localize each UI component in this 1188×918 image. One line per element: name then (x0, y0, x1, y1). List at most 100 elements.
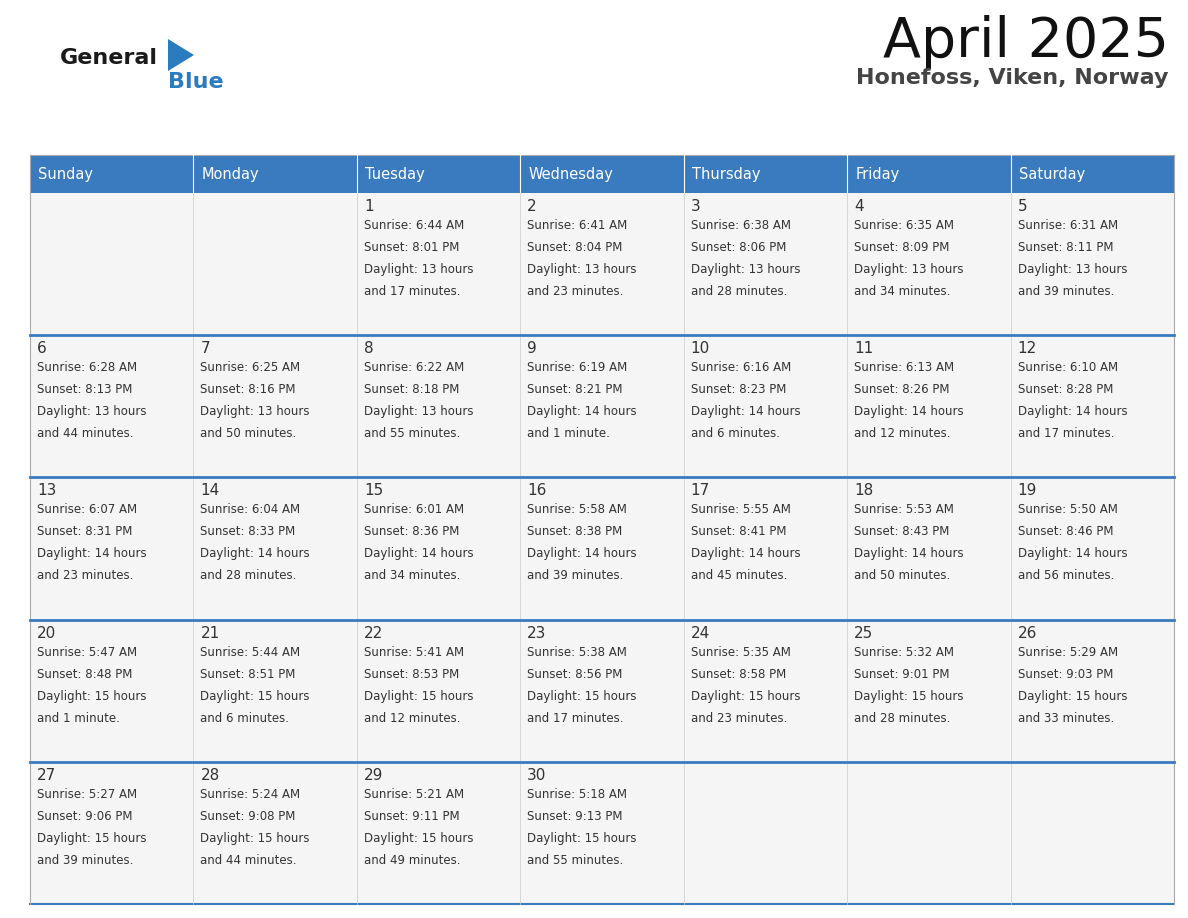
Text: 4: 4 (854, 199, 864, 214)
Bar (1011, 155, 1174, 193)
Bar (356, 762, 520, 904)
Bar (194, 335, 356, 477)
Text: Daylight: 13 hours: Daylight: 13 hours (201, 405, 310, 419)
Text: Sunrise: 6:25 AM: Sunrise: 6:25 AM (201, 361, 301, 375)
Text: and 23 minutes.: and 23 minutes. (690, 711, 788, 724)
Text: Sunrise: 5:55 AM: Sunrise: 5:55 AM (690, 503, 790, 517)
Text: 18: 18 (854, 484, 873, 498)
Text: 23: 23 (527, 625, 546, 641)
Text: and 39 minutes.: and 39 minutes. (527, 569, 624, 582)
Text: Sunrise: 5:35 AM: Sunrise: 5:35 AM (690, 645, 790, 658)
Text: and 50 minutes.: and 50 minutes. (854, 569, 950, 582)
Text: Sunrise: 5:44 AM: Sunrise: 5:44 AM (201, 645, 301, 658)
Bar (520, 335, 684, 477)
Text: Daylight: 14 hours: Daylight: 14 hours (1018, 547, 1127, 560)
Text: Sunrise: 5:21 AM: Sunrise: 5:21 AM (364, 788, 465, 800)
Bar (356, 620, 520, 762)
Text: Sunset: 9:13 PM: Sunset: 9:13 PM (527, 810, 623, 823)
Bar (847, 762, 1011, 904)
Bar (356, 193, 520, 335)
Text: and 6 minutes.: and 6 minutes. (201, 711, 290, 724)
Bar (30, 620, 194, 762)
Text: Daylight: 14 hours: Daylight: 14 hours (527, 405, 637, 419)
Text: 24: 24 (690, 625, 710, 641)
Bar (684, 155, 847, 193)
Text: Daylight: 15 hours: Daylight: 15 hours (527, 689, 637, 702)
Text: Sunset: 8:31 PM: Sunset: 8:31 PM (37, 525, 132, 538)
Text: and 28 minutes.: and 28 minutes. (201, 569, 297, 582)
Text: Daylight: 13 hours: Daylight: 13 hours (527, 263, 637, 276)
Text: Sunrise: 6:44 AM: Sunrise: 6:44 AM (364, 219, 465, 232)
Text: Sunset: 8:36 PM: Sunset: 8:36 PM (364, 525, 460, 538)
Text: 19: 19 (1018, 484, 1037, 498)
Bar (520, 762, 684, 904)
Text: Sunrise: 5:24 AM: Sunrise: 5:24 AM (201, 788, 301, 800)
Text: Sunset: 8:11 PM: Sunset: 8:11 PM (1018, 241, 1113, 254)
Text: and 39 minutes.: and 39 minutes. (37, 854, 133, 867)
Text: 22: 22 (364, 625, 383, 641)
Text: and 23 minutes.: and 23 minutes. (37, 569, 133, 582)
Text: Sunrise: 6:41 AM: Sunrise: 6:41 AM (527, 219, 627, 232)
Text: and 34 minutes.: and 34 minutes. (364, 569, 460, 582)
Text: Daylight: 14 hours: Daylight: 14 hours (854, 547, 963, 560)
Text: and 17 minutes.: and 17 minutes. (1018, 427, 1114, 441)
Text: 3: 3 (690, 199, 701, 214)
Text: Sunset: 9:01 PM: Sunset: 9:01 PM (854, 667, 949, 680)
Text: Daylight: 14 hours: Daylight: 14 hours (364, 547, 474, 560)
Bar (1011, 335, 1174, 477)
Text: 5: 5 (1018, 199, 1028, 214)
Bar (684, 193, 847, 335)
Text: 6: 6 (37, 341, 46, 356)
Text: Daylight: 15 hours: Daylight: 15 hours (201, 689, 310, 702)
Text: Sunset: 8:48 PM: Sunset: 8:48 PM (37, 667, 132, 680)
Text: Sunset: 9:03 PM: Sunset: 9:03 PM (1018, 667, 1113, 680)
Text: Sunset: 8:53 PM: Sunset: 8:53 PM (364, 667, 459, 680)
Text: Sunset: 9:08 PM: Sunset: 9:08 PM (201, 810, 296, 823)
Text: Sunrise: 6:10 AM: Sunrise: 6:10 AM (1018, 361, 1118, 375)
Bar (356, 335, 520, 477)
Text: Daylight: 13 hours: Daylight: 13 hours (854, 263, 963, 276)
Text: Daylight: 14 hours: Daylight: 14 hours (201, 547, 310, 560)
Bar (30, 477, 194, 620)
Bar (1011, 193, 1174, 335)
Text: Sunset: 8:26 PM: Sunset: 8:26 PM (854, 383, 949, 397)
Bar (1011, 477, 1174, 620)
Text: 12: 12 (1018, 341, 1037, 356)
Text: Friday: Friday (855, 166, 899, 182)
Text: Sunset: 8:13 PM: Sunset: 8:13 PM (37, 383, 132, 397)
Text: Wednesday: Wednesday (529, 166, 613, 182)
Bar (520, 193, 684, 335)
Text: and 44 minutes.: and 44 minutes. (201, 854, 297, 867)
Text: Daylight: 13 hours: Daylight: 13 hours (37, 405, 146, 419)
Text: Tuesday: Tuesday (365, 166, 424, 182)
Text: 2: 2 (527, 199, 537, 214)
Bar (847, 155, 1011, 193)
Bar (30, 155, 194, 193)
Polygon shape (168, 39, 194, 71)
Text: and 50 minutes.: and 50 minutes. (201, 427, 297, 441)
Text: Sunset: 8:18 PM: Sunset: 8:18 PM (364, 383, 460, 397)
Text: Daylight: 15 hours: Daylight: 15 hours (201, 832, 310, 845)
Bar (847, 335, 1011, 477)
Text: Sunrise: 6:31 AM: Sunrise: 6:31 AM (1018, 219, 1118, 232)
Text: Sunset: 8:16 PM: Sunset: 8:16 PM (201, 383, 296, 397)
Text: and 49 minutes.: and 49 minutes. (364, 854, 461, 867)
Bar (684, 477, 847, 620)
Text: and 23 minutes.: and 23 minutes. (527, 285, 624, 298)
Text: and 55 minutes.: and 55 minutes. (364, 427, 460, 441)
Text: Sunset: 8:28 PM: Sunset: 8:28 PM (1018, 383, 1113, 397)
Text: and 17 minutes.: and 17 minutes. (527, 711, 624, 724)
Text: 17: 17 (690, 484, 710, 498)
Text: 1: 1 (364, 199, 373, 214)
Text: Sunset: 8:09 PM: Sunset: 8:09 PM (854, 241, 949, 254)
Text: Sunrise: 6:22 AM: Sunrise: 6:22 AM (364, 361, 465, 375)
Text: Daylight: 15 hours: Daylight: 15 hours (690, 689, 801, 702)
Bar (356, 155, 520, 193)
Text: and 28 minutes.: and 28 minutes. (854, 711, 950, 724)
Bar (520, 620, 684, 762)
Text: and 45 minutes.: and 45 minutes. (690, 569, 788, 582)
Text: Sunrise: 5:53 AM: Sunrise: 5:53 AM (854, 503, 954, 517)
Text: Sunset: 8:06 PM: Sunset: 8:06 PM (690, 241, 786, 254)
Text: Daylight: 13 hours: Daylight: 13 hours (364, 405, 473, 419)
Text: Daylight: 13 hours: Daylight: 13 hours (690, 263, 801, 276)
